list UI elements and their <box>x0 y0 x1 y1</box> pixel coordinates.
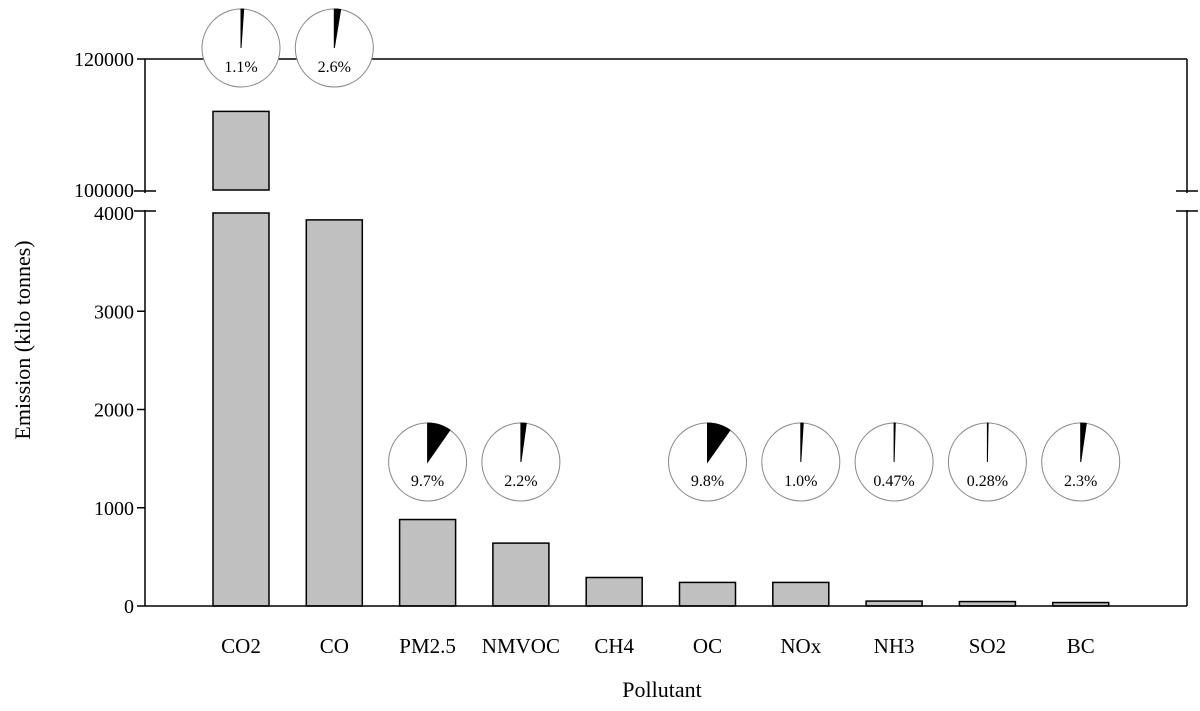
share-pie-label: 2.3% <box>1064 473 1097 490</box>
share-pie-label: 2.2% <box>504 473 537 490</box>
share-pie-slice <box>333 8 342 49</box>
bar-co2-lower <box>212 212 270 607</box>
x-tick-label: BC <box>1067 634 1095 658</box>
share-pie-slice <box>707 422 731 464</box>
x-tick-label: CH4 <box>594 634 634 658</box>
share-pie-slice <box>1080 422 1087 463</box>
bar-pm25 <box>398 518 457 607</box>
share-pie-slice <box>427 422 451 464</box>
y-tick-label: 2000 <box>94 400 134 422</box>
share-pie-label: 9.7% <box>411 473 444 490</box>
share-pie-slice <box>240 8 245 49</box>
bar-oc <box>678 581 737 607</box>
bar-nox <box>772 581 830 607</box>
share-pie-label: 1.0% <box>784 473 817 490</box>
share-pie-slice <box>520 422 527 463</box>
share-pie-label: 2.6% <box>318 59 351 76</box>
bar-co <box>305 219 364 607</box>
y-tick-label: 120000 <box>74 49 134 71</box>
share-pie-label: 0.28% <box>967 473 1008 490</box>
y-axis-title: Emission (kilo tonnes) <box>10 240 35 439</box>
bars-group <box>212 110 1110 607</box>
x-tick-label: CO2 <box>221 634 261 658</box>
bar-nmvoc <box>492 542 550 607</box>
x-tick-label: CO <box>320 634 349 658</box>
share-pie-slice <box>986 422 989 463</box>
y-tick-label: 1000 <box>94 498 134 520</box>
x-tick-label: PM2.5 <box>399 634 456 658</box>
x-tick-label: NMVOC <box>482 634 560 658</box>
share-pie-slice <box>893 422 896 463</box>
y-tick-label: 100000 <box>74 180 134 202</box>
x-tick-label: OC <box>693 634 722 658</box>
y-tick-label: 3000 <box>94 301 134 323</box>
share-pie-label: 1.1% <box>224 59 257 76</box>
x-tick-label: NOx <box>780 634 821 658</box>
x-tick-label: NH3 <box>874 634 915 658</box>
axes-group <box>134 58 1198 607</box>
y-tick-label: 0 <box>124 596 134 618</box>
bar-ch4 <box>585 576 643 607</box>
y-tick-label: 4000 <box>94 203 134 225</box>
x-labels-group: CO2 CO PM2.5 NMVOC CH4 OC NOx NH3 SO2 BC <box>221 634 1095 658</box>
share-pie-slice <box>800 422 804 463</box>
bar-co2-upper <box>212 110 270 191</box>
share-pie-label: 0.47% <box>873 473 914 490</box>
x-axis-title: Pollutant <box>622 677 701 702</box>
share-pie-label: 9.8% <box>691 473 724 490</box>
x-tick-label: SO2 <box>969 634 1006 658</box>
pies-group: 1.1% 2.6% 9.7% 2.2% 9.8% 1.0% 0.47% 0.28% 2.3% <box>201 8 1121 502</box>
